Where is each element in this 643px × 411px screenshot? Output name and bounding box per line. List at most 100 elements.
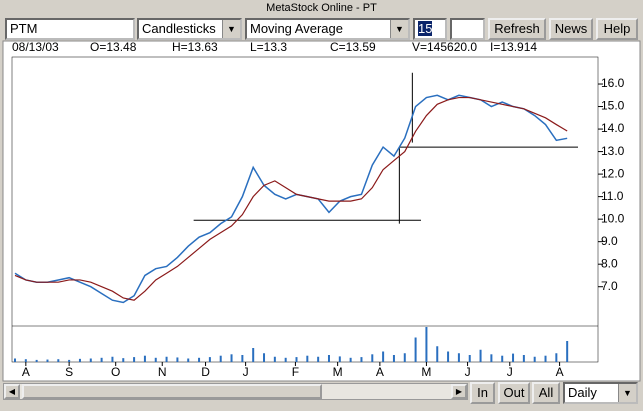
news-button[interactable]: News (549, 18, 593, 40)
volume-bar (176, 357, 179, 362)
x-tick-label: N (158, 365, 167, 379)
volume-bar (35, 359, 38, 362)
volume-bar (111, 356, 114, 362)
volume-bar (46, 359, 49, 362)
y-tick-label: 8.0 (601, 256, 618, 270)
volume-bar (122, 358, 125, 362)
info-text: I=13.914 (490, 40, 537, 54)
plot-frame (11, 56, 599, 363)
volume-bar (284, 357, 287, 362)
volume-bar (555, 353, 558, 362)
x-tick-label: A (376, 365, 384, 379)
y-tick-label: 12.0 (601, 166, 625, 180)
volume-bar (143, 355, 146, 362)
y-tick-label: 14.0 (601, 121, 625, 135)
y-tick-label: 10.0 (601, 211, 625, 225)
volume-bar (57, 359, 60, 362)
volume-bar (349, 357, 352, 362)
volume-bar (165, 356, 168, 362)
scroll-thumb[interactable] (22, 384, 322, 399)
refresh-button[interactable]: Refresh (488, 18, 546, 40)
info-text: H=13.63 (172, 40, 218, 54)
info-text: O=13.48 (90, 40, 137, 54)
volume-bar (198, 357, 201, 362)
volume-bar (468, 355, 471, 362)
zoom-out-button[interactable]: Out (498, 382, 530, 404)
x-tick-label: J (465, 365, 471, 379)
volume-bar (327, 355, 330, 362)
period-input[interactable]: 15 (413, 18, 447, 40)
volume-bar (78, 358, 81, 362)
info-text: 08/13/03 (12, 40, 59, 54)
all-button[interactable]: All (532, 382, 560, 404)
volume-bar (566, 341, 569, 362)
y-tick-label: 16.0 (601, 76, 625, 90)
volume-bar (306, 355, 309, 362)
info-text: V=145620.0 (412, 40, 477, 54)
period: 15 (418, 21, 433, 36)
volume-bar (187, 358, 190, 362)
volume-bar (68, 359, 71, 362)
y-tick-label: 11.0 (601, 189, 624, 203)
scrollbar[interactable]: ◀ ▶ (3, 383, 468, 400)
symbol-input[interactable]: PTM (5, 18, 135, 40)
volume-bar (360, 357, 363, 362)
volume-bar (544, 355, 547, 362)
volume-bar (447, 351, 450, 362)
volume-bar (338, 356, 341, 362)
volume-bar (479, 349, 482, 362)
volume-bar (425, 327, 428, 362)
volume-bar (414, 337, 417, 362)
volume-bar (230, 354, 233, 362)
volume-bar (154, 357, 157, 362)
volume-bar (219, 355, 222, 362)
chart-frame (2, 40, 641, 382)
volume-bar (295, 357, 298, 362)
help-button[interactable]: Help (596, 18, 638, 40)
period-select[interactable]: Daily ▼ (563, 382, 638, 404)
y-tick-label: 7.0 (601, 279, 618, 293)
volume-bar (133, 357, 136, 362)
volume-bar (490, 354, 493, 362)
x-tick-label: S (65, 365, 73, 379)
x-tick-label: A (22, 365, 30, 379)
y-tick-label: 9.0 (601, 234, 618, 248)
volume-bar (436, 346, 439, 362)
x-tick-label: J (507, 365, 513, 379)
volume-bar (533, 356, 536, 362)
x-tick-label: J (243, 365, 249, 379)
volume-bar (501, 355, 504, 362)
chart-style-select[interactable]: Candlesticks ▼ (137, 18, 242, 40)
volume-bar (317, 356, 320, 362)
volume-bar (241, 355, 244, 362)
volume-bar (371, 354, 374, 362)
indicator: Moving Average (250, 21, 343, 36)
y-tick-label: 13.0 (601, 144, 625, 158)
zoom-in-button[interactable]: In (470, 382, 495, 404)
x-tick-label: M (421, 365, 431, 379)
volume-bar (512, 353, 515, 362)
scroll-right[interactable]: ▶ (451, 384, 467, 399)
volume-bar (100, 357, 103, 362)
volume-bar (382, 351, 385, 362)
scroll-left[interactable]: ◀ (4, 384, 20, 399)
x-tick-label: D (201, 365, 210, 379)
chart: 08/13/03 O=13.48 H=13.63 L=13.3 C=13.59 V=145… (2, 40, 641, 382)
window-title: MetaStock Online - PT (266, 2, 377, 14)
indicator-select[interactable]: Moving Average ▼ (245, 18, 410, 40)
volume-bar (208, 357, 211, 362)
volume-bar (457, 353, 460, 362)
volume-bar (252, 348, 255, 362)
x-tick-label: M (333, 365, 343, 379)
moving-average-line (14, 96, 568, 301)
info-text: C=13.59 (330, 40, 376, 54)
volume-bar (392, 355, 395, 362)
volume-bar (522, 355, 525, 362)
volume-bar (24, 359, 27, 362)
blank-input[interactable] (450, 18, 485, 40)
y-tick-label: 15.0 (601, 99, 625, 113)
x-tick-label: O (111, 365, 120, 379)
volume-bar (403, 353, 406, 362)
info-text: L=13.3 (250, 40, 287, 54)
